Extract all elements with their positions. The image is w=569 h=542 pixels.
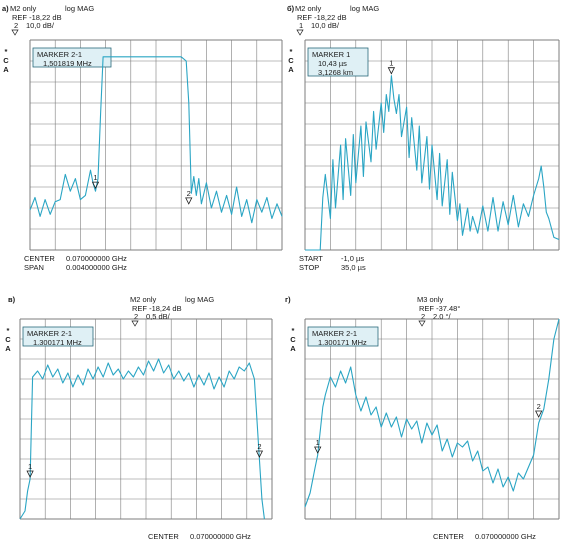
side-letter: A [3,65,9,74]
scale-index: 2 [14,21,18,30]
panel-letter: в) [8,295,16,304]
marker-triangle-icon [387,67,396,75]
side-letter: * [290,47,293,56]
marker-triangle-icon [91,181,100,190]
footer-label: SPAN [24,263,44,272]
trace-line [19,358,265,520]
marker-box-title: MARKER 2-1 [37,50,82,59]
marker-box [22,326,94,347]
marker-label: 1 [389,59,393,68]
scale-label: 2.0 °/ [433,312,452,321]
footer-value: 0.070000000 GHz [475,532,536,541]
footer-value: 35,0 µs [341,263,366,272]
side-letter: A [288,65,294,74]
marker-triangle-icon [314,446,322,454]
marker-triangle-icon [255,450,264,458]
ref-pointer-icon [418,320,426,327]
marker-box-value: 1,501819 MHz [43,59,92,68]
marker-label: 2 [257,442,261,451]
footer-label: START [299,254,323,263]
marker-box-value: 1.300171 MHz [318,338,367,347]
marker-box-value: 1.300171 MHz [33,338,82,347]
scale-index: 1 [299,21,303,30]
panel-letter: а) [2,4,9,13]
panel-letter: г) [285,295,291,304]
footer-value: 0.070000000 GHz [66,254,127,263]
channel-label: M2 only [130,295,157,304]
format-label: log MAG [185,295,214,304]
trace-line [305,75,560,251]
side-letter: C [290,335,296,344]
channel-label: M3 only [417,295,444,304]
marker-box-title: MARKER 2-1 [27,329,72,338]
chart-panel-g: г) M3 only REF -37.48° 2 2.0 °/* C A MARKER 2-1… [285,271,569,542]
ref-label: REF -18,22 dB [12,13,62,22]
ref-label: REF -18,22 dB [297,13,347,22]
ref-pointer-icon [131,320,139,327]
footer-value: 0.070000000 GHz [190,532,251,541]
ref-label: REF -18,24 dB [132,304,182,313]
trace-line [304,318,560,508]
marker-label: 1 [28,462,32,471]
side-letter: * [292,326,295,335]
side-letter: C [3,56,9,65]
marker-triangle-icon [185,197,193,205]
format-label: log MAG [65,4,94,13]
footer-value: -1,0 µs [341,254,364,263]
chart-panel-b: б) M2 only log MAG REF -18,22 dB 1 10,0 dB/* C… [285,0,569,272]
ref-pointer-icon [11,29,19,36]
marker-label: 1 [93,173,97,182]
scale-label: 10,0 dB/ [311,21,340,30]
marker-box [32,47,112,68]
marker-box-title: MARKER 1 [312,50,350,59]
ref-pointer-icon [296,29,304,36]
scale-index: 2 [421,312,425,321]
channel-label: M2 only [10,4,37,13]
chart-panel-a: а) M2 only log MAG REF -18,22 dB 2 10,0 dB/* C… [0,0,284,272]
marker-box-title: MARKER 2-1 [312,329,357,338]
marker-triangle-icon [535,410,543,418]
footer-label: CENTER [433,532,464,541]
marker-box-value: 3,1268 km [318,68,353,77]
format-label: log MAG [350,4,379,13]
trace-line [29,56,283,224]
footer-label: CENTER [148,532,179,541]
panel-letter: б) [287,4,295,13]
side-letter: * [5,47,8,56]
marker-label: 2 [537,402,541,411]
marker-box [307,47,369,77]
marker-label: 2 [187,189,191,198]
marker-triangle-icon [26,470,34,478]
scale-label: 10,0 dB/ [26,21,55,30]
side-letter: A [5,344,11,353]
side-letter: * [7,326,10,335]
side-letter: C [5,335,11,344]
scale-label: 0,5 dB/ [146,312,171,321]
chart-panel-v: в) M2 only log MAG REF -18,24 dB 2 0,5 dB/* C A… [0,271,284,542]
footer-label: CENTER [24,254,55,263]
marker-box [307,326,379,347]
scale-index: 2 [134,312,138,321]
marker-box-value: 10,43 µs [318,59,347,68]
channel-label: M2 only [295,4,322,13]
footer-label: STOP [299,263,319,272]
ref-label: REF -37.48° [419,304,460,313]
footer-value: 0.004000000 GHz [66,263,127,272]
marker-label: 1 [316,438,320,447]
side-letter: A [290,344,296,353]
side-letter: C [288,56,294,65]
